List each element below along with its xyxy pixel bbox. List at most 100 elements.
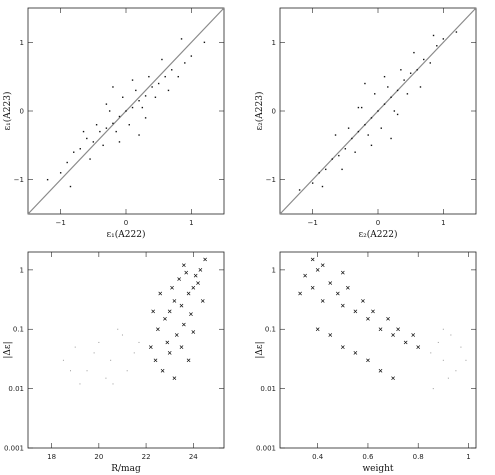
x-tick-label: 20 [94,453,103,461]
data-point-cross [310,257,315,262]
data-point [161,58,163,61]
data-point [144,117,147,119]
data-point [154,96,157,98]
data-point-cross [371,309,375,314]
data-point [360,106,363,109]
data-point-cross [153,358,158,363]
y-tick-label: 1 [272,266,276,274]
data-point-cross [411,333,416,337]
data-point [131,106,134,109]
data-point-cross [186,291,191,296]
data-point [92,141,95,143]
data-point [432,34,435,37]
data-point-cross [340,345,345,349]
data-point-faint [105,377,107,379]
x-axis-label: ε₁(A222) [107,229,146,240]
data-point-cross [174,333,179,337]
data-point [69,185,72,188]
data-point [370,117,373,119]
data-point [367,134,369,136]
y-tick-label: 0.1 [265,326,276,334]
plot-frame [279,251,477,449]
y-tick-label: 1 [272,39,276,47]
data-point [413,51,415,54]
data-point [151,86,153,88]
data-point [344,148,347,150]
data-point-cross [200,299,205,303]
data-point [442,38,445,40]
data-point-faint [465,359,467,361]
data-point [383,103,386,105]
data-point-cross [378,327,383,332]
data-point [73,151,75,153]
data-point-faint [98,341,100,343]
data-point-faint [74,346,76,348]
data-point-cross [378,368,383,373]
data-point-cross [353,351,358,355]
data-point-cross [196,281,200,285]
data-point-faint [450,334,452,336]
data-point-cross [198,268,203,272]
data-point-faint [447,377,449,379]
data-point-cross [163,316,167,321]
data-point [148,75,150,78]
data-point [115,130,117,133]
data-point [396,113,399,116]
data-point [108,110,111,112]
data-point-faint [430,352,432,354]
data-point-faint [70,370,72,372]
data-point-cross [172,299,177,303]
x-tick-label: 0.6 [362,453,374,461]
data-point-cross [148,345,153,349]
data-point [436,45,438,47]
data-point-faint [86,370,88,372]
data-point [357,106,360,109]
data-point [105,127,108,129]
x-tick-label: 24 [189,453,198,461]
data-point [138,100,140,102]
data-point-cross [335,291,340,296]
panel-3: 18 20 22 24 0.001 0.01 0.1 1 R/mag |Δε| [3,251,225,474]
data-point-cross [186,358,191,363]
data-point [135,89,137,92]
data-point-cross [167,309,172,314]
data-point [383,75,386,78]
y-tick-label: 1 [20,266,24,274]
data-point [455,31,458,33]
data-point-faint [442,359,444,361]
data-point [370,144,373,147]
data-point [390,137,392,140]
data-point [122,96,124,98]
data-point [351,137,353,140]
y-tick-label: −1 [14,176,24,184]
data-point [180,38,183,40]
data-point-faint [442,328,444,330]
data-point [409,72,412,74]
data-point [157,82,160,85]
data-point [105,103,108,105]
data-point-cross [391,376,395,381]
data-point-faint [110,359,112,361]
x-tick-label: −1 [308,219,318,227]
y-tick-label: 0.1 [13,326,24,334]
data-point-cross [366,358,370,363]
y-tick-label: 0.01 [260,385,276,393]
data-point-cross [179,345,184,349]
y-tick-label: 0.001 [4,445,24,453]
data-point [423,58,425,61]
data-point [86,137,88,140]
data-point [419,86,422,88]
data-point-faint [93,352,95,354]
data-point-faint [460,346,462,348]
x-tick-label: 1 [189,219,193,227]
data-point-cross [298,291,302,296]
data-point-cross [172,376,177,381]
data-point [177,75,179,78]
data-point [203,41,206,44]
data-point-cross [361,299,365,303]
data-point-cross [193,273,198,278]
y-tick-label: 0 [272,108,276,116]
x-tick-label: 0.8 [413,453,424,461]
data-point-cross [165,340,170,345]
data-point-cross [189,312,193,316]
